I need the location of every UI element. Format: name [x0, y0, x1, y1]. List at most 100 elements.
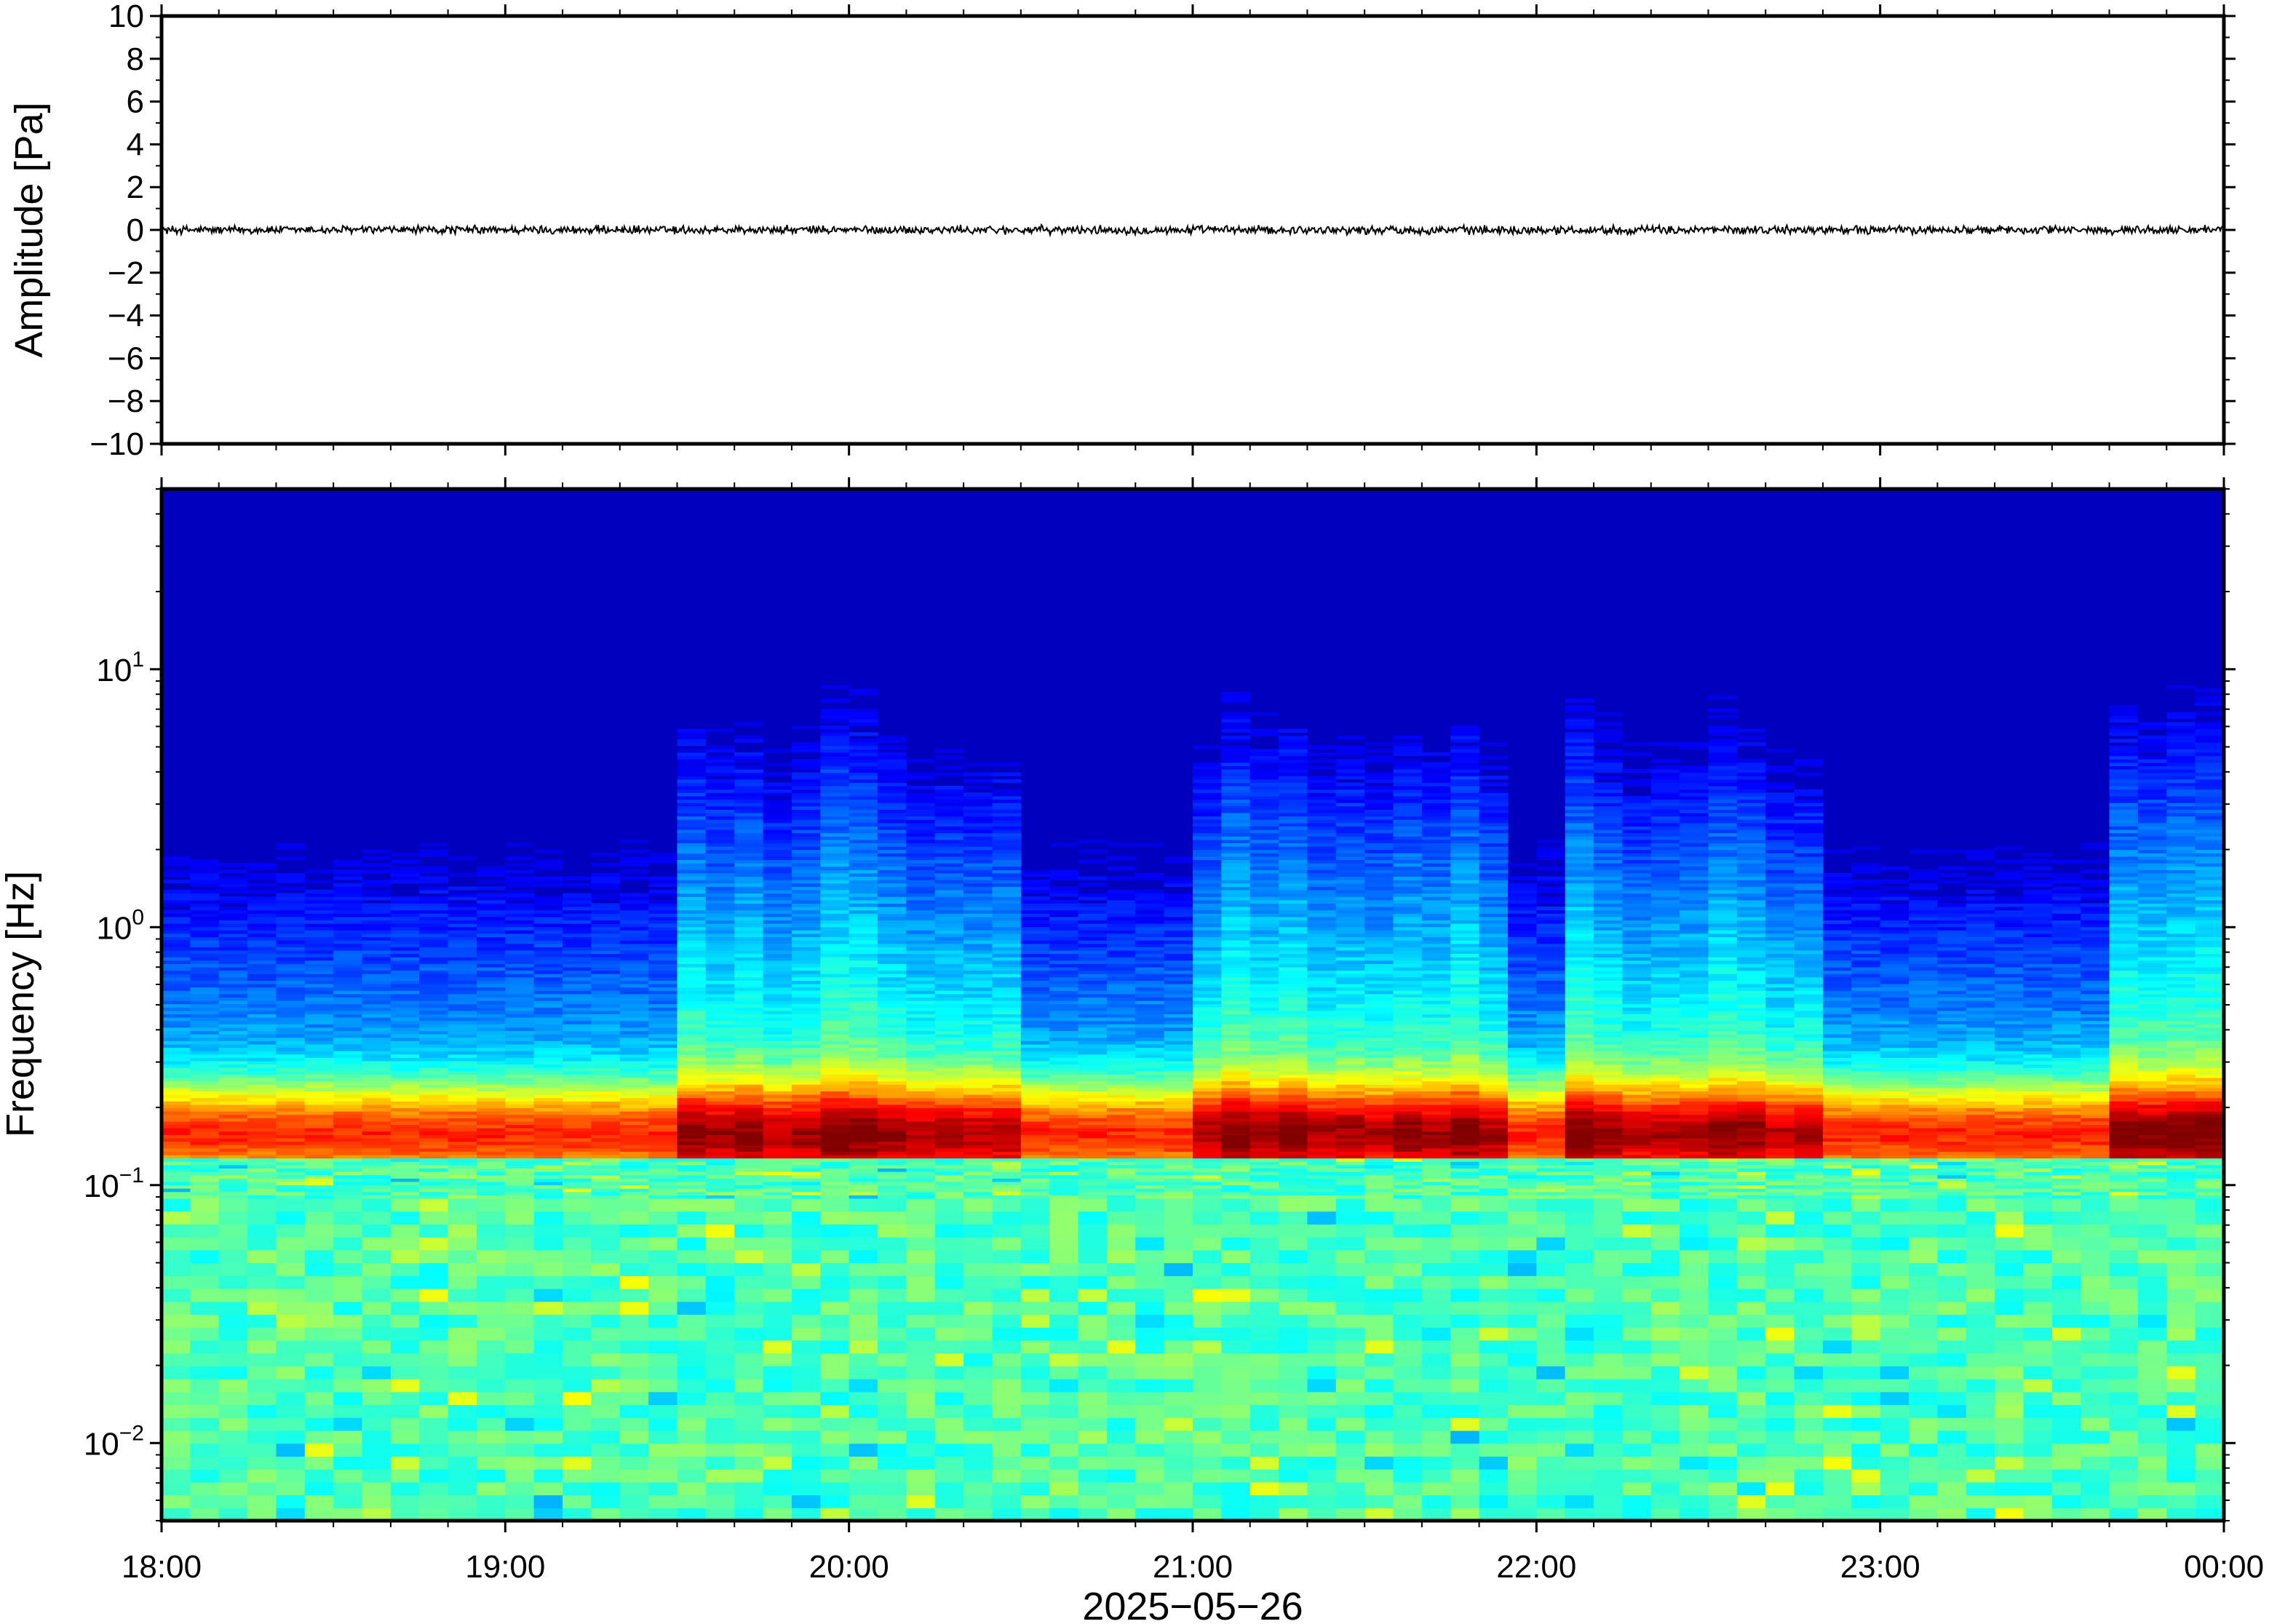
spectrogram-cell [849, 950, 878, 955]
spectrogram-cell [677, 1151, 707, 1155]
spectrogram-cell [734, 943, 764, 947]
spectrogram-cell [648, 853, 678, 857]
spectrogram-cell [1106, 1224, 1136, 1238]
spectrogram-cell [791, 1456, 821, 1470]
spectrogram-cell [276, 1064, 306, 1068]
spectrogram-cell [448, 903, 477, 907]
spectrogram-cell [963, 826, 993, 830]
spectrogram-cell [533, 1275, 563, 1289]
spectrogram-cell [304, 1301, 334, 1315]
spectrogram-cell [304, 1198, 334, 1212]
spectrogram-cell [1135, 1064, 1165, 1068]
spectrogram-cell [1135, 1178, 1165, 1182]
spectrogram-cell [1020, 1508, 1050, 1521]
spectrogram-cell [362, 1091, 392, 1095]
spectrogram-cell [705, 863, 735, 867]
spectrogram-cell [791, 893, 821, 897]
spectrogram-cell [1164, 1195, 1193, 1199]
spectrogram-cell [533, 1353, 563, 1366]
spectrogram-cell [419, 1070, 449, 1075]
spectrogram-cell [304, 1000, 334, 1005]
spectrogram-cell [763, 947, 792, 951]
spectrogram-cell [419, 1161, 449, 1166]
spectrogram-cell [1135, 1481, 1165, 1496]
spectrogram-cell [677, 957, 707, 961]
spectrogram-cell [992, 1000, 1022, 1005]
spectrogram-cell [934, 845, 964, 851]
spectrogram-cell [1106, 1087, 1136, 1091]
spectrogram-cell [820, 1080, 850, 1085]
spectrogram-cell [505, 916, 535, 920]
spectrogram-cell [218, 1017, 248, 1022]
spectrogram-cell [734, 1128, 764, 1132]
spectrogram-cell [878, 1391, 907, 1406]
spectrogram-cell [849, 957, 878, 961]
spectrogram-cell [448, 950, 477, 955]
spectrogram-cell [1135, 1224, 1165, 1238]
spectrogram-cell [734, 1118, 764, 1122]
spectrogram-cell [276, 1154, 306, 1159]
spectrogram-cell [247, 1417, 277, 1431]
spectrogram-cell [304, 1104, 334, 1109]
spectrogram-cell [734, 896, 764, 901]
spectrogram-cell [362, 1114, 392, 1118]
spectrogram-cell [448, 983, 477, 988]
spectrogram-cell [963, 983, 993, 988]
spectrogram-cell [648, 1288, 678, 1302]
spectrogram-cell [1049, 1024, 1079, 1028]
spectrogram-cell [390, 1249, 420, 1264]
spectrogram-cell [419, 1224, 449, 1238]
spectrogram-cell [705, 1084, 735, 1088]
spectrogram-cell [992, 960, 1022, 964]
spectrogram-cell [476, 1481, 506, 1496]
spectrogram-cell [1106, 1077, 1136, 1082]
spectrogram-cell [247, 1087, 277, 1091]
spectrogram-cell [934, 1174, 964, 1179]
spectrogram-cell [333, 923, 363, 928]
spectrogram-cell [763, 1164, 792, 1169]
spectrogram-cell [333, 966, 363, 971]
spectrogram-cell [419, 880, 449, 884]
spectrogram-cell [247, 1080, 277, 1085]
spectrogram-cell [362, 1128, 392, 1132]
spectrogram-cell [333, 1249, 363, 1264]
spectrogram-cell [849, 1003, 878, 1008]
spectrogram-cell [505, 1007, 535, 1011]
spectrogram-cell [1193, 1481, 1222, 1496]
spectrogram-cell [849, 1077, 878, 1082]
spectrogram-cell [448, 947, 477, 951]
spectrogram-cell [247, 963, 277, 968]
spectrogram-cell [705, 1087, 735, 1091]
spectrogram-cell [448, 966, 477, 971]
spectrogram-cell [190, 993, 220, 998]
spectrogram-cell [934, 1043, 964, 1048]
spectrogram-cell [1020, 1047, 1050, 1051]
spectrogram-cell [419, 1288, 449, 1302]
spectrogram-cell [619, 1404, 649, 1418]
spectrogram-cell [963, 1131, 993, 1135]
spectrogram-cell [190, 869, 220, 874]
spectrogram-cell [419, 1043, 449, 1048]
spectrogram-cell [333, 1178, 363, 1182]
spectrogram-cell [878, 752, 907, 757]
spectrogram-cell [247, 1037, 277, 1041]
spectrogram-cell [849, 1131, 878, 1135]
spectrogram-cell [276, 1340, 306, 1354]
spectrogram-cell [218, 883, 248, 887]
spectrogram-cell [1020, 1040, 1050, 1045]
spectrogram-cell [1049, 1327, 1079, 1341]
spectrogram-cell [619, 1094, 649, 1099]
spectrogram-cell [1078, 1094, 1108, 1099]
spectrogram-cell [419, 997, 449, 1001]
spectrogram-cell [820, 1101, 850, 1105]
spectrogram-cell [878, 1188, 907, 1193]
spectrogram-cell [1078, 1178, 1108, 1182]
spectrogram-cell [218, 966, 248, 971]
spectrogram-cell [849, 926, 878, 931]
spectrogram-cell [591, 1456, 621, 1470]
spectrogram-cell [505, 1094, 535, 1099]
spectrogram-cell [591, 1000, 621, 1005]
spectrogram-cell [448, 1158, 477, 1162]
spectrogram-cell [878, 1030, 907, 1035]
spectrogram-cell [791, 1391, 821, 1406]
